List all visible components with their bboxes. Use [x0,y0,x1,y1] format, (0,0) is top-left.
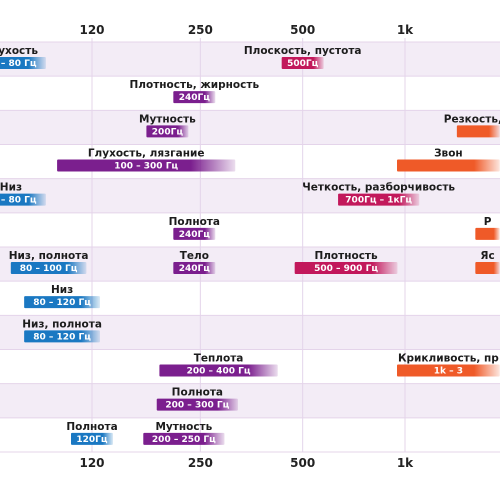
band-label: Полнота [66,421,117,433]
band-label: Плотность, жирность [130,79,260,91]
row-band [0,110,500,145]
band-label: Мутность [155,421,212,433]
range-bar [57,159,236,172]
range-bar [397,159,500,172]
range-bar [159,364,278,377]
range-value-label: 100 – 300 Гц [114,162,178,172]
row-band [0,76,500,111]
band-label: Р [484,216,492,228]
band-label: Низ, полнота [22,318,102,330]
rows: 60 – 80 Гц Глухость 500Гц Плоскость, пустот… [0,45,500,445]
row: 80 – 100 Гц Низ, полнота 240Гц Тело 500 – 90… [9,250,500,274]
range-value-label: 120Гц [76,435,108,445]
band-label: Глухость, лязгание [88,148,205,160]
range-bar [24,296,101,309]
band-label: Плотность [314,250,378,262]
row-band [0,212,500,247]
band-label: Полнота [169,216,220,228]
row: 200 – 300 Гц Полнота [156,387,238,411]
range-bar [294,262,398,274]
range-value-label: 1k – 3 [434,367,463,377]
range-bar [71,432,113,445]
band-label: Полнота [172,387,223,399]
x-tick-label-bottom: 120 [79,456,104,470]
range-bar [173,227,216,240]
range-value-label: 200 – 400 Гц [187,367,251,377]
band-label: Звон [434,148,463,160]
row-band [0,383,500,418]
grid-lines [0,38,500,453]
band-label: Тело [180,250,209,262]
range-bar [24,330,101,343]
x-tick-label-top: 1k [397,23,414,37]
range-value-label: 80 – 120 Гц [33,332,91,342]
range-value-label: 60 – 80 Гц [0,196,37,206]
range-bar [0,57,46,69]
x-tick-label-top: 250 [188,23,213,37]
x-tick-label-bottom: 1k [397,456,414,470]
range-bar [156,398,238,411]
row: 200Гц Мутность Резкость, н [139,113,500,138]
row: 60 – 80 Гц Низ 700Гц – 1кГц Четкость, разбо… [0,182,455,206]
range-bar [397,364,500,377]
range-value-label: 240Гц [179,93,211,103]
row: 100 – 300 Гц Глухость, лязгание Звон [57,148,500,172]
row: 240Гц Полнота Р [169,216,500,240]
range-value-label: 240Гц [179,230,211,240]
row: 80 – 120 Гц Низ, полнота [22,318,102,343]
range-value-label: 240Гц [179,264,211,274]
range-value-label: 500 – 900 Гц [314,264,378,274]
band-label: Глухость [0,45,38,57]
x-tick-label-top: 500 [290,23,315,37]
row: 80 – 120 Гц Низ [24,284,101,309]
band-label: Четкость, разборчивость [302,182,455,194]
range-bar [475,262,500,274]
range-value-label: 60 – 80 Гц [0,59,37,69]
x-tick-label-bottom: 500 [290,456,315,470]
range-bar [10,262,87,274]
range-value-label: 80 – 100 Гц [20,264,78,274]
band-label: Яс [480,250,494,262]
range-value-label: 200 – 250 Гц [152,435,216,445]
band-label: Низ [0,182,22,194]
range-bar [173,91,216,104]
band-label: Теплота [194,353,244,365]
row: 60 – 80 Гц Глухость 500Гц Плоскость, пустот… [0,45,362,69]
range-bar [456,125,500,138]
row: 200 – 400 Гц Теплота 1k – 3 Крикливость, пр [159,353,500,377]
range-bar [146,125,189,138]
x-tick-label-top: 120 [79,23,104,37]
range-value-label: 200 – 300 Гц [165,401,229,411]
band-label: Мутность [139,113,196,125]
range-value-label: 500Гц [287,59,319,69]
range-value-label: 80 – 120 Гц [33,298,91,308]
axis-ticks: 120 120 250 250 500 500 1k 1k [79,23,414,470]
x-tick-label-bottom: 250 [188,456,213,470]
band-label: Крикливость, пр [398,353,499,365]
range-bar [143,432,225,445]
range-value-label: 200Гц [152,127,184,137]
band-label: Низ [51,284,73,296]
row-band [0,42,500,77]
range-bar [173,262,216,274]
band-label: Плоскость, пустота [244,45,362,57]
range-bar [0,193,46,206]
row: 240Гц Плотность, жирность [130,79,260,104]
range-bar [281,57,324,69]
row: 120Гц Полнота 200 – 250 Гц Мутность [66,421,225,445]
range-value-label: 700Гц – 1кГц [345,196,412,206]
range-bar [475,227,500,240]
range-bar [338,193,420,206]
band-label: Низ, полнота [9,250,89,262]
band-label: Резкость, н [444,113,500,125]
